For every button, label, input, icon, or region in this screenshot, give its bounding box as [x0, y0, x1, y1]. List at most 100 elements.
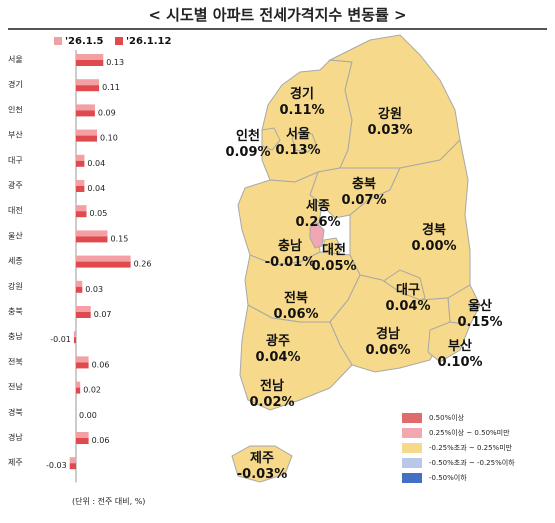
bar-curr	[73, 337, 76, 344]
map-label-incheon: 인천	[236, 128, 260, 144]
region-incheon	[261, 127, 281, 151]
data-label: 0.00	[79, 411, 97, 420]
bar-prev	[76, 104, 95, 111]
bar-prev	[76, 356, 89, 363]
data-label: 0.10	[100, 134, 118, 143]
map-value-seoul: 0.13%	[275, 143, 320, 158]
data-label: 0.04	[87, 159, 105, 168]
bar-prev	[76, 129, 97, 136]
map-label-gyeongnam: 경남	[376, 326, 400, 342]
bar-curr	[76, 211, 87, 218]
data-label: 0.02	[83, 386, 101, 395]
bar-prev	[76, 205, 87, 212]
map-legend-label-3: -0.25%초과 ~ 0.25%미만	[429, 443, 513, 452]
region-jeju	[231, 445, 293, 483]
map-value-jeonbuk: 0.06%	[273, 307, 318, 322]
category-label: 전남	[8, 382, 23, 392]
map-value-gyeongbuk: 0.00%	[411, 239, 456, 254]
bar-curr	[76, 110, 95, 117]
category-label: 울산	[8, 230, 23, 240]
bar-prev	[76, 255, 131, 262]
map-label-gyeonggi: 경기	[290, 86, 314, 102]
map-label-gyeongbuk: 경북	[422, 222, 446, 238]
region-jeonnam	[239, 304, 353, 411]
map-value-daejeon: 0.05%	[311, 259, 356, 274]
unit-note: (단위 : 전주 대비, %)	[72, 497, 146, 506]
legend-curr-label: '26.1.12	[125, 36, 172, 47]
map-legend: 0.50%이상 0.25%이상 ~ 0.50%미만 -0.25%초과 ~ 0.2…	[402, 411, 515, 485]
map-label-jeju: 제주	[250, 451, 274, 466]
map-value-jeonnam: 0.02%	[249, 395, 294, 410]
map-value-chungbuk: 0.07%	[341, 193, 386, 208]
map-label-busan: 부산	[448, 338, 472, 354]
map-label-gwangju: 광주	[266, 334, 290, 349]
map-regions	[231, 34, 481, 483]
bar-curr	[76, 362, 89, 369]
map-legend-row-4: -0.50%초과 ~ -0.25%이하	[402, 455, 515, 470]
page-title: < 시도별 아파트 전세가격지수 변동률 >	[8, 4, 547, 30]
category-label: 충남	[8, 332, 23, 341]
map-label-jeonbuk: 전북	[284, 290, 308, 306]
map-legend-label-5: -0.50%이하	[429, 473, 467, 482]
category-label: 경남	[8, 432, 23, 442]
bar-prev	[69, 457, 76, 464]
bar-curr	[76, 387, 81, 394]
map-value-sejong: 0.26%	[295, 215, 340, 230]
map-value-incheon: 0.09%	[225, 145, 270, 160]
region-sejong	[309, 221, 325, 249]
data-label: 0.13	[106, 58, 124, 67]
bar-curr	[76, 186, 85, 192]
map-label-daegu: 대구	[396, 283, 420, 298]
category-label: 인천	[8, 104, 23, 114]
bar-curr	[76, 85, 100, 92]
map-legend-swatch-5	[402, 472, 422, 483]
map-legend-row-1: 0.50%이상	[402, 411, 515, 426]
bar-prev	[76, 79, 100, 86]
map-legend-label-1: 0.50%이상	[429, 414, 465, 423]
bar-curr	[76, 135, 97, 142]
data-label: 0.05	[90, 209, 108, 218]
category-label: 대전	[8, 205, 23, 215]
bar-curr	[69, 463, 76, 470]
category-label: 전북	[8, 356, 23, 366]
data-label: -0.03	[46, 461, 67, 470]
bar-curr	[76, 438, 89, 444]
category-label: 광주	[8, 180, 23, 190]
bar-prev	[76, 154, 85, 161]
map-value-ulsan: 0.15%	[457, 315, 502, 330]
map-legend-swatch-1	[402, 413, 422, 424]
map-value-busan: 0.10%	[437, 355, 482, 370]
map-label-chungbuk: 충북	[352, 176, 376, 192]
category-label: 세종	[8, 257, 23, 266]
bar-curr	[76, 60, 104, 66]
bar-prev	[76, 280, 83, 287]
map-value-gyeonggi: 0.11%	[279, 103, 324, 118]
map-legend-row-3: -0.25%초과 ~ 0.25%미만	[402, 441, 515, 456]
map-label-jeonnam: 전남	[260, 378, 284, 394]
data-label: 0.09	[98, 108, 116, 117]
category-label: 서울	[8, 55, 23, 64]
map-label-gangwon: 강원	[378, 106, 402, 122]
region-busan	[427, 321, 471, 363]
bar-curr	[76, 160, 85, 167]
region-seoul	[291, 131, 317, 153]
map-label-ulsan: 울산	[468, 298, 492, 314]
map-value-daegu: 0.04%	[385, 299, 430, 314]
map-value-gyeongnam: 0.06%	[365, 343, 410, 358]
bar-prev	[76, 381, 81, 388]
data-label: 0.03	[85, 285, 103, 294]
data-label: 0.15	[111, 234, 129, 243]
data-label: -0.01	[50, 335, 71, 344]
map-legend-swatch-2	[402, 428, 422, 439]
korea-map: 경기0.11% 강원0.03% 인천0.09% 서울0.13% 충북0.07% 세종0.2…	[225, 34, 502, 483]
category-label: 대구	[8, 156, 23, 165]
data-label: 0.06	[92, 360, 110, 369]
data-label: 0.11	[102, 83, 120, 92]
category-label: 제주	[8, 458, 23, 467]
category-label: 강원	[8, 281, 23, 291]
bar-chart: 서울 0.13 경기 0.11 인천 0.09 부산 0.10 대구 0.04 광주 0.04 대전 0.…	[8, 50, 151, 483]
category-label: 충북	[8, 307, 23, 316]
bar-curr	[76, 286, 83, 293]
bar-prev	[76, 180, 85, 186]
map-value-gwangju: 0.04%	[255, 350, 300, 365]
